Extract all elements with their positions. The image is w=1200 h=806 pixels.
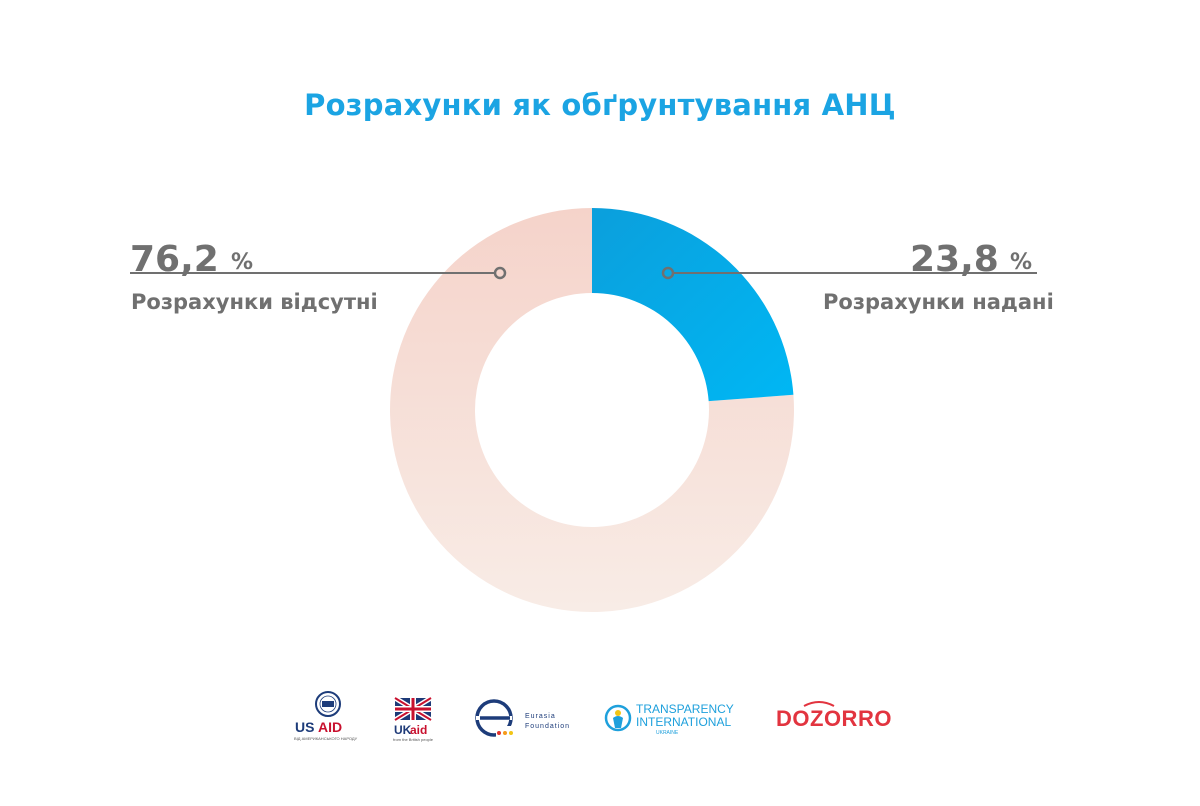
usaid-text-aid: AID (318, 719, 342, 735)
usaid-logo: US AID ВІД АМЕРИКАНСЬКОГО НАРОДУ (294, 691, 358, 741)
ukaid-text-uk: UK (394, 723, 412, 737)
ti-text-line1: TRANSPARENCY (636, 702, 734, 716)
chart-title: Розрахунки як обґрунтування АНЦ (304, 88, 896, 122)
ukaid-tagline: from the British people (393, 737, 434, 742)
percent-sign-absent: % (231, 250, 254, 275)
leader-marker-provided (661, 266, 675, 280)
ti-text-line2: INTERNATIONAL (636, 715, 731, 729)
usaid-tagline: ВІД АМЕРИКАНСЬКОГО НАРОДУ (294, 736, 358, 741)
slice-provided (592, 208, 794, 402)
percent-sign-provided: % (1010, 250, 1033, 275)
eurasia-foundation-logo: Eurasia Foundation (475, 699, 570, 738)
leader-marker-absent (493, 266, 507, 280)
dozorro-logo: DOZORRO (776, 701, 892, 731)
slice-value-label-absent: 76,2 (130, 239, 219, 280)
category-label-provided: Розрахунки надані (823, 290, 1054, 314)
slice-absent (390, 208, 794, 612)
eurasia-text-line2: Foundation (525, 723, 570, 730)
category-label-absent: Розрахунки відсутні (131, 290, 378, 314)
ti-text-line3: UKRAINE (656, 730, 679, 736)
transparency-international-logo: TRANSPARENCY INTERNATIONAL UKRAINE (604, 702, 734, 736)
ukaid-text-aid: aid (410, 723, 427, 737)
sponsor-logos: US AID ВІД АМЕРИКАНСЬКОГО НАРОДУ UK aid … (280, 688, 940, 748)
dozorro-text: DOZORRO (776, 706, 892, 731)
slice-value-label-provided: 23,8 (910, 239, 999, 280)
usaid-text-us: US (295, 719, 314, 735)
ukaid-logo: UK aid from the British people (393, 695, 434, 742)
eurasia-text-line1: Eurasia (525, 713, 556, 720)
